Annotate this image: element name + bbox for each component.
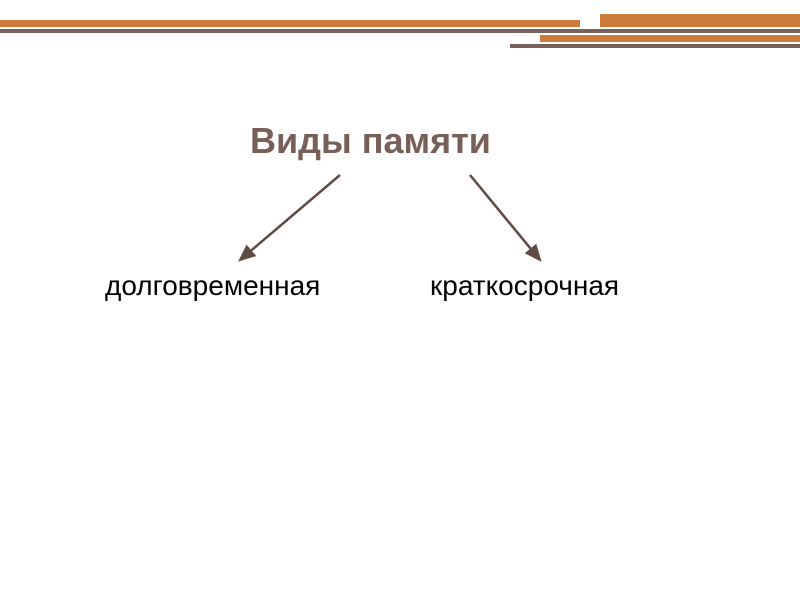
leaf-node: краткосрочная xyxy=(430,270,619,302)
slide: Виды памяти долговременнаякраткосрочная xyxy=(0,0,800,600)
leaf-node: долговременная xyxy=(105,270,320,302)
arrow xyxy=(240,175,340,260)
arrow xyxy=(470,175,540,260)
